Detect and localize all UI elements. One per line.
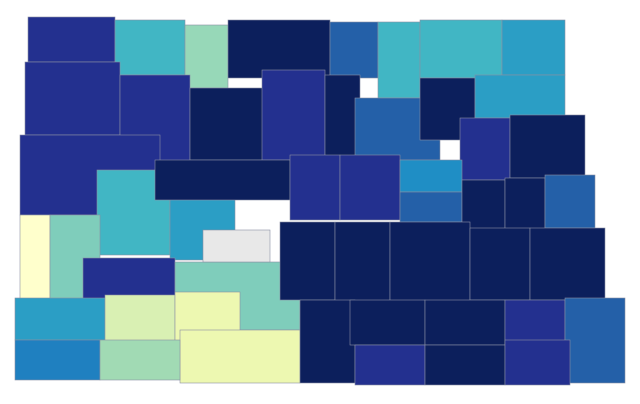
county xyxy=(349,299,426,346)
county xyxy=(27,16,116,63)
county xyxy=(24,61,121,136)
county xyxy=(461,179,506,231)
county xyxy=(504,177,546,231)
county xyxy=(14,297,106,341)
county xyxy=(501,19,566,76)
county xyxy=(339,154,401,221)
county xyxy=(261,69,326,161)
county xyxy=(564,297,626,384)
county xyxy=(399,191,463,223)
county xyxy=(289,154,341,221)
county xyxy=(154,159,291,201)
county xyxy=(474,74,566,119)
county xyxy=(424,344,506,386)
county xyxy=(509,114,586,179)
county xyxy=(19,214,51,306)
county xyxy=(329,21,379,79)
county xyxy=(299,299,356,384)
county xyxy=(179,329,301,384)
county xyxy=(334,221,391,303)
county xyxy=(389,221,471,303)
county xyxy=(189,87,266,161)
county xyxy=(227,19,331,79)
county xyxy=(184,24,229,89)
county xyxy=(114,19,186,76)
county xyxy=(469,227,531,301)
county xyxy=(504,299,566,346)
county xyxy=(529,227,606,301)
county xyxy=(279,221,336,301)
county xyxy=(504,339,571,386)
county xyxy=(82,257,176,301)
county xyxy=(202,229,271,263)
county xyxy=(99,339,181,381)
county xyxy=(354,344,426,386)
county xyxy=(419,19,503,79)
county xyxy=(459,117,511,181)
county xyxy=(377,21,421,99)
county xyxy=(544,174,596,229)
county xyxy=(324,74,361,161)
county xyxy=(399,159,463,193)
county xyxy=(424,299,506,346)
county xyxy=(14,339,101,381)
